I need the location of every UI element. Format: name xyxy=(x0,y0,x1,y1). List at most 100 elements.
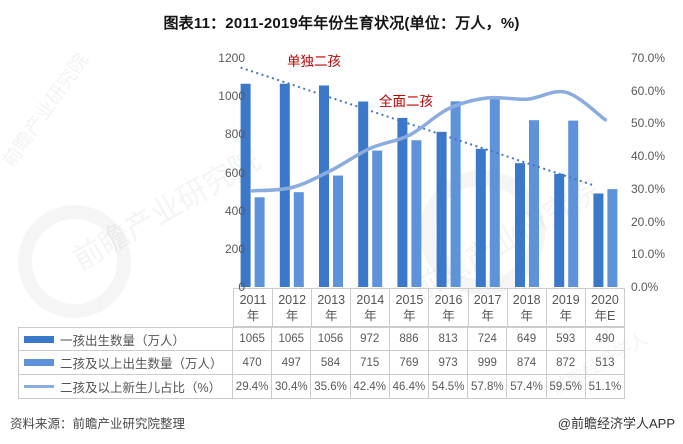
table-value-cell: 497 xyxy=(271,350,312,375)
year-header-cell: 2011 年 xyxy=(233,288,274,327)
table-value-cell: 46.4% xyxy=(388,374,430,399)
year-header-cell: 2013 年 xyxy=(311,288,352,327)
table-value-cell: 972 xyxy=(349,327,390,351)
year-header-cell: 2016 年 xyxy=(428,288,469,327)
table-value-cell: 649 xyxy=(506,327,547,351)
table-value-cell: 42.4% xyxy=(349,374,390,399)
left-axis-tick: 0 xyxy=(238,280,245,294)
table-value-cell: 874 xyxy=(506,350,547,375)
table-value-cell: 57.8% xyxy=(467,374,508,399)
left-axis-tick: 600 xyxy=(224,165,245,180)
bar-second-child-2018年 xyxy=(529,120,539,287)
table-value-cell: 51.1% xyxy=(584,374,626,399)
bar-first-child-2020年E xyxy=(593,193,604,287)
bar-first-child-2016年 xyxy=(436,131,447,287)
table-value-cell: 584 xyxy=(310,350,351,375)
table-value-cell: 57.4% xyxy=(506,374,547,399)
left-axis-tick: 400 xyxy=(224,203,245,218)
year-header-cell: 2018 年 xyxy=(506,288,547,327)
legend-cell: 二孩及以上新生儿占比（%） xyxy=(18,374,233,399)
bar-second-child-2015年 xyxy=(411,140,422,287)
table-value-cell: 769 xyxy=(388,350,430,375)
legend-label: 二孩及以上出生数量（万人） xyxy=(60,357,223,371)
table-value-cell: 813 xyxy=(428,327,469,351)
table-value-cell: 886 xyxy=(388,327,430,351)
table-value-cell: 30.4% xyxy=(271,374,312,399)
legend-label: 一孩出生数量（万人） xyxy=(60,333,186,348)
bar-first-child-2012年 xyxy=(279,83,290,287)
right-axis-tick: 20.0% xyxy=(631,214,666,229)
table-value-cell: 54.5% xyxy=(428,374,469,399)
percentage-line xyxy=(250,89,608,193)
right-axis-tick: 0.0% xyxy=(631,280,659,294)
year-header-cell: 2020 年E xyxy=(584,288,625,327)
watermark-logo xyxy=(18,205,131,318)
source-note: 资料来源：前瞻产业研究院整理 xyxy=(10,417,186,431)
right-axis-tick: 10.0% xyxy=(631,247,666,262)
bar-second-child-2017年 xyxy=(489,96,500,287)
left-axis-tick: 1200 xyxy=(218,51,245,65)
x-axis-year-header: 2011 年 2012 年 2013 年 2014 年 2015 年 2016 年 2017 年 2018 年… xyxy=(233,288,625,327)
right-axis-tick: 50.0% xyxy=(631,116,666,131)
bar-second-child-2013年 xyxy=(333,175,343,287)
table-value-cell: 1056 xyxy=(310,327,351,351)
credit-note: @前瞻经济学人APP xyxy=(557,416,675,431)
bar-second-child-2012年 xyxy=(293,192,304,287)
legend-swatch-icon xyxy=(24,335,54,343)
table-value-cell: 973 xyxy=(428,350,469,375)
table-value-cell: 724 xyxy=(467,327,508,351)
right-axis-tick: 70.0% xyxy=(631,51,666,65)
year-header-cell: 2015 年 xyxy=(389,288,430,327)
table-row: 二孩及以上出生数量（万人） 470 497 584 715 769 973 999 874 872… xyxy=(18,350,626,375)
left-axis-tick: 200 xyxy=(224,241,245,256)
bar-second-child-2011年 xyxy=(254,197,265,287)
chart-title: 图表11：2011-2019年年份生育状况(单位：万人，%) xyxy=(163,15,520,32)
table-value-cell: 59.5% xyxy=(545,374,586,399)
table-value-cell: 593 xyxy=(545,327,586,351)
table-value-cell: 999 xyxy=(467,350,508,375)
table-value-cell: 29.4% xyxy=(232,374,273,399)
plot-area xyxy=(240,66,618,288)
bar-first-child-2018年 xyxy=(515,163,525,287)
legend-swatch-icon xyxy=(24,359,54,366)
table-value-cell: 715 xyxy=(349,350,390,375)
right-axis-tick: 40.0% xyxy=(631,149,666,164)
year-header-cell: 2014 年 xyxy=(350,288,391,327)
policy-annotation: 全面二孩 xyxy=(379,94,433,109)
table-value-cell: 1065 xyxy=(232,327,273,351)
legend-swatch-icon xyxy=(24,385,54,388)
watermark-text: 前瞻产业研究院 xyxy=(0,50,93,172)
bar-first-child-2019年 xyxy=(554,173,565,287)
legend-cell: 一孩出生数量（万人） xyxy=(18,327,233,351)
table-value-cell: 513 xyxy=(584,350,626,375)
legend-cell: 二孩及以上出生数量（万人） xyxy=(18,350,233,375)
table-row: 二孩及以上新生儿占比（%） 29.4% 30.4% 35.6% 42.4% 46.4% 54… xyxy=(18,374,626,399)
year-header-cell: 2012 年 xyxy=(272,288,313,327)
left-axis-tick: 1000 xyxy=(218,89,245,104)
data-table: 一孩出生数量（万人） 1065 1065 1056 972 886 813 724 649 593… xyxy=(18,327,626,399)
right-axis-tick: 60.0% xyxy=(631,83,666,98)
year-header-cell: 2019 年 xyxy=(545,288,586,327)
bar-first-child-2014年 xyxy=(358,101,369,287)
bar-second-child-2014年 xyxy=(372,150,383,287)
bar-second-child-2020年E xyxy=(607,189,618,287)
table-value-cell: 1065 xyxy=(271,327,312,351)
legend-label: 二孩及以上新生儿占比（%） xyxy=(60,381,222,395)
bar-first-child-2015年 xyxy=(397,117,408,288)
table-value-cell: 490 xyxy=(584,327,626,351)
table-value-cell: 470 xyxy=(232,350,273,375)
table-value-cell: 35.6% xyxy=(310,374,351,399)
bar-first-child-2017年 xyxy=(475,148,486,287)
bar-first-child-2011年 xyxy=(240,83,251,287)
year-header-cell: 2017 年 xyxy=(467,288,508,327)
bar-second-child-2019年 xyxy=(568,120,579,288)
table-row: 一孩出生数量（万人） 1065 1065 1056 972 886 813 724 649 593… xyxy=(18,327,626,351)
bar-first-child-2013年 xyxy=(319,85,329,287)
bar-second-child-2016年 xyxy=(450,101,461,287)
policy-annotation: 单独二孩 xyxy=(287,54,341,69)
right-axis-tick: 30.0% xyxy=(631,181,666,196)
trend-dotted-line xyxy=(240,66,593,186)
left-axis-tick: 800 xyxy=(224,127,245,142)
table-value-cell: 872 xyxy=(545,350,586,375)
